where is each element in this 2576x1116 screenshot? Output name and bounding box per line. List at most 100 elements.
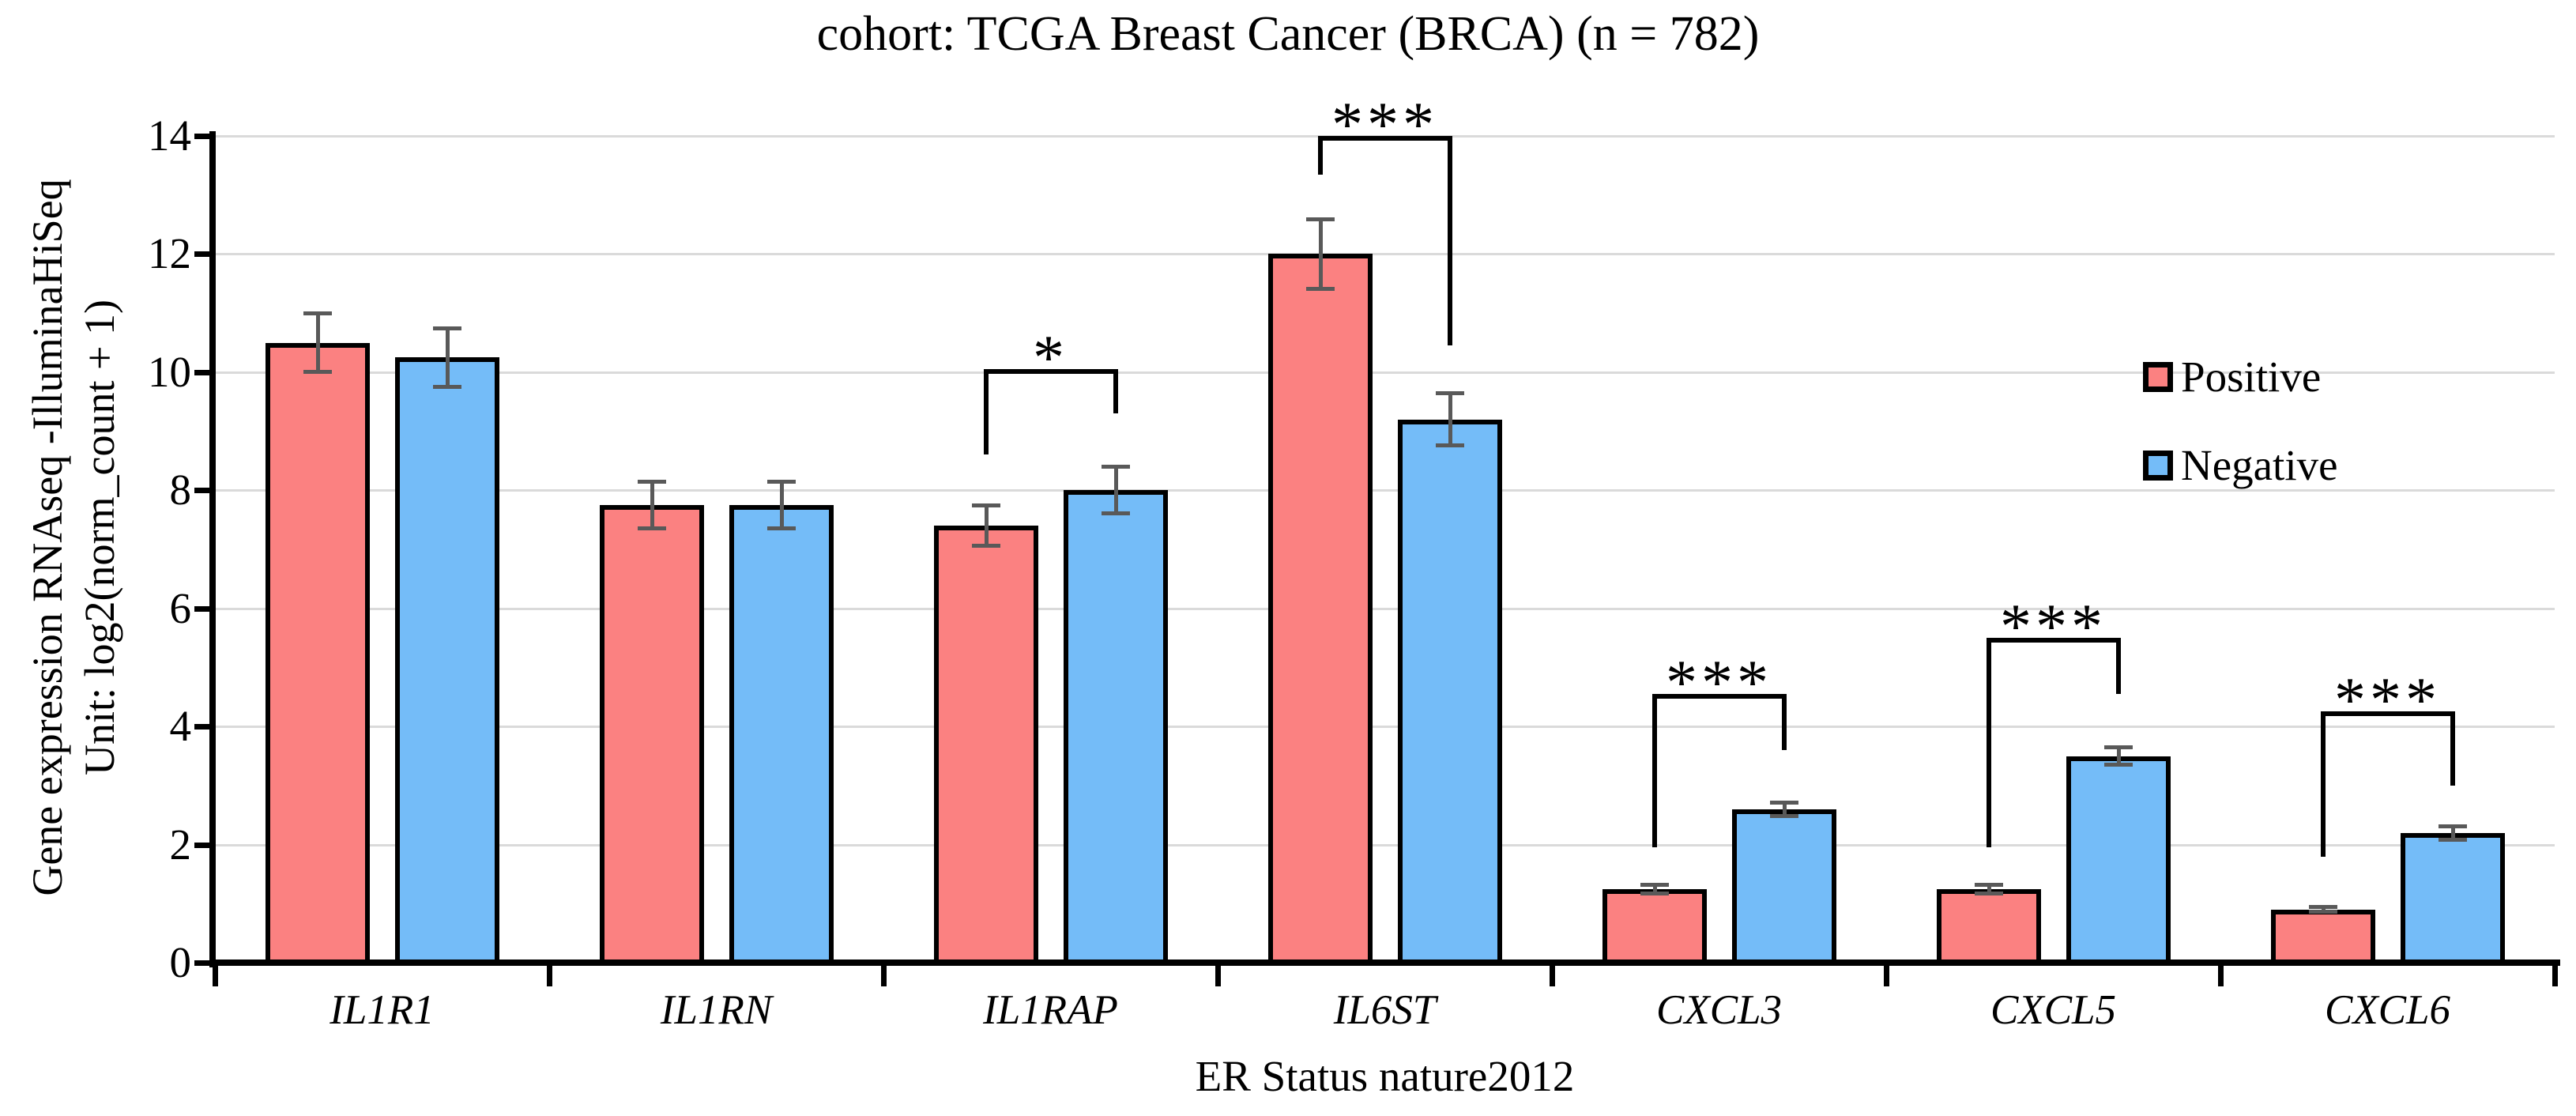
significance-bracket-top: [1651, 694, 1787, 699]
x-axis-tick: [1884, 963, 1889, 986]
error-bar-cap: [637, 480, 666, 484]
error-bar: [315, 313, 320, 372]
y-tick-label: 4: [169, 702, 192, 751]
error-bar-cap: [1974, 882, 2003, 887]
bar-positive-IL6ST: [1267, 254, 1373, 966]
category-label-CXCL6: CXCL6: [2324, 987, 2451, 1033]
x-axis-tick: [1550, 963, 1555, 986]
significance-label: ***: [2000, 592, 2107, 662]
error-bar: [984, 504, 989, 547]
error-bar-cap: [971, 544, 1000, 549]
gridline: [215, 607, 2555, 610]
negative-swatch-icon: [2143, 451, 2173, 481]
bar-negative-CXCL6: [2400, 832, 2505, 966]
y-axis-tick: [194, 605, 215, 612]
y-axis-tick: [194, 960, 215, 966]
chart-title: cohort: TCGA Breast Cancer (BRCA) (n = 7…: [816, 7, 1760, 61]
y-axis-tick: [194, 488, 215, 494]
significance-bracket-right: [2450, 711, 2455, 786]
category-label-IL6ST: IL6ST: [1333, 987, 1437, 1033]
y-axis-tick: [194, 369, 215, 375]
error-bar-cap: [432, 384, 461, 389]
error-bar-cap: [1769, 800, 1798, 805]
significance-bracket-right: [1113, 369, 1118, 414]
gridline: [215, 843, 2555, 846]
category-label-IL1R1: IL1R1: [330, 987, 435, 1033]
y-tick-label: 10: [148, 347, 191, 396]
bar-positive-CXCL5: [1936, 888, 2041, 966]
legend-item-negative: Negative: [2143, 443, 2338, 488]
gridline: [215, 726, 2555, 729]
error-bar-cap: [1101, 465, 1130, 469]
error-bar: [1113, 466, 1118, 515]
error-bar-cap: [1769, 813, 1798, 818]
legend: Positive Negative: [2143, 354, 2338, 531]
error-bar-cap: [303, 369, 332, 374]
legend-label-negative: Negative: [2181, 441, 2338, 489]
y-axis-tick: [194, 251, 215, 258]
significance-label: ***: [1666, 648, 1772, 718]
significance-label: ***: [2334, 665, 2441, 736]
x-axis-tick: [2552, 963, 2558, 986]
y-tick-label: 14: [148, 111, 191, 160]
bar-positive-IL1RAP: [933, 526, 1038, 966]
error-bar-cap: [303, 311, 332, 316]
x-axis-tick: [2218, 963, 2224, 986]
y-axis-tick: [194, 724, 215, 730]
error-bar: [445, 327, 450, 387]
legend-label-positive: Positive: [2181, 353, 2322, 401]
category-label-IL1RN: IL1RN: [660, 987, 773, 1033]
y-tick-label: 2: [169, 820, 192, 869]
error-bar-cap: [766, 480, 796, 484]
error-bar-cap: [1101, 511, 1130, 516]
error-bar: [2321, 907, 2326, 913]
error-bar-cap: [1305, 217, 1335, 221]
bar-positive-CXCL6: [2270, 909, 2375, 966]
error-bar-cap: [2438, 824, 2467, 828]
significance-bracket-left: [1651, 694, 1657, 848]
gridline: [215, 253, 2555, 256]
category-label-CXCL3: CXCL3: [1655, 987, 1783, 1033]
bar-negative-IL1R1: [394, 357, 499, 966]
bar-negative-IL6ST: [1397, 419, 1502, 966]
bar-positive-IL1RN: [599, 504, 704, 966]
error-bar: [2450, 825, 2455, 840]
significance-bracket-left: [1986, 638, 1991, 848]
positive-swatch-icon: [2143, 362, 2173, 392]
significance-bracket-top: [2320, 711, 2455, 717]
error-bar: [779, 481, 784, 529]
y-axis-spine: [209, 131, 216, 967]
x-axis-spine: [209, 960, 2560, 966]
gridline: [215, 489, 2555, 492]
significance-bracket-left: [983, 369, 989, 455]
bar-negative-IL1RN: [729, 504, 834, 966]
error-bar-cap: [637, 526, 666, 530]
error-bar: [1652, 884, 1657, 894]
error-bar-cap: [2308, 905, 2337, 910]
error-bar-cap: [2103, 762, 2133, 767]
error-bar-cap: [1640, 891, 1669, 895]
error-bar-cap: [1435, 391, 1464, 395]
error-bar: [2116, 747, 2121, 765]
y-axis-tick: [194, 134, 215, 139]
error-bar: [650, 481, 654, 529]
significance-bracket-top: [1317, 136, 1452, 141]
error-bar-cap: [2308, 910, 2337, 914]
significance-bracket-left: [2320, 711, 2326, 857]
x-axis-label: ER Status nature2012: [1195, 1052, 1575, 1100]
bar-negative-CXCL5: [2066, 756, 2171, 966]
gridline: [215, 371, 2555, 374]
error-bar-cap: [1435, 443, 1464, 448]
error-bar: [1318, 218, 1323, 290]
significance-bracket-right: [1781, 694, 1787, 751]
error-bar-cap: [2103, 745, 2133, 750]
error-bar: [1987, 884, 1991, 894]
error-bar: [1448, 393, 1452, 447]
error-bar-cap: [2438, 837, 2467, 842]
x-axis-tick: [1215, 963, 1221, 986]
x-axis-tick: [213, 963, 218, 986]
y-tick-label: 6: [169, 583, 192, 632]
error-bar-cap: [971, 503, 1000, 507]
